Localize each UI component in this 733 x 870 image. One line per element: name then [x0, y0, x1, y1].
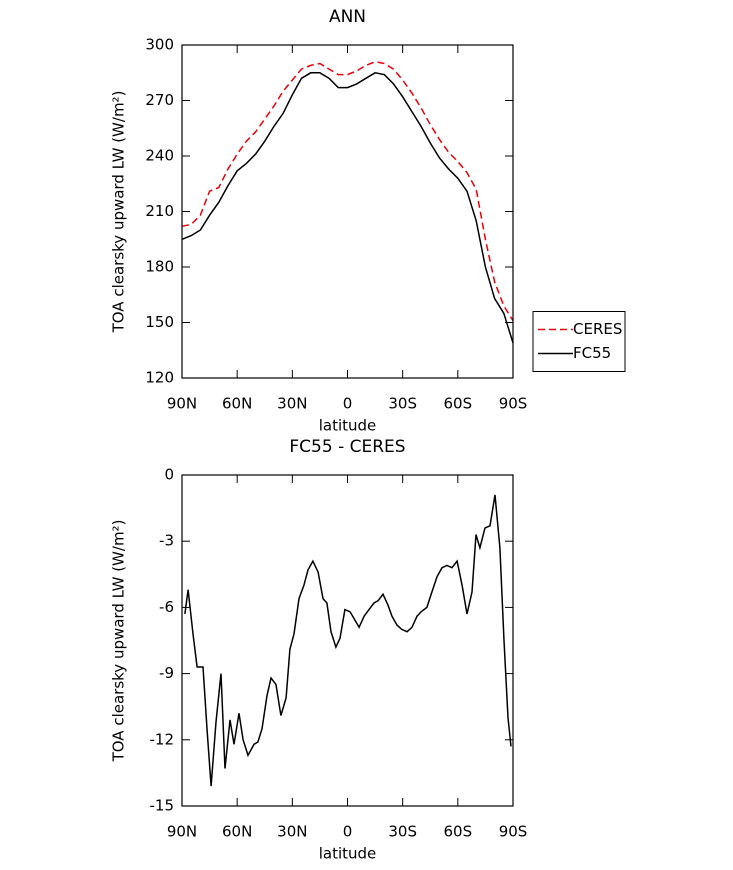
- y-tick-label: 150: [145, 313, 174, 331]
- y-tick-label: -15: [150, 797, 175, 815]
- series-line: [181, 72, 514, 344]
- y-tick-label: 270: [145, 91, 174, 109]
- y-tick-label: 210: [145, 202, 174, 220]
- x-tick-label: 30N: [277, 823, 307, 841]
- y-tick-label: -3: [159, 532, 174, 550]
- x-tick-label: 60S: [444, 823, 473, 841]
- y-tick-label: 180: [145, 258, 174, 276]
- y-tick-label: 120: [145, 369, 174, 387]
- x-tick-label: 90S: [499, 395, 528, 413]
- y-tick-label: -9: [159, 664, 174, 682]
- x-tick-label: 30N: [277, 395, 307, 413]
- series-line: [181, 60, 514, 321]
- x-tick-label: 0: [343, 823, 353, 841]
- x-axis-label: latitude: [319, 845, 377, 863]
- x-tick-label: 0: [343, 395, 353, 413]
- x-tick-label: 90N: [167, 823, 197, 841]
- chart-title: FC55 - CERES: [289, 437, 405, 457]
- y-tick-label: -6: [159, 598, 174, 616]
- x-tick-label: 60S: [444, 395, 473, 413]
- x-tick-label: 60N: [222, 395, 252, 413]
- y-axis-label: TOA clearsky upward LW (W/m²): [110, 520, 128, 763]
- series-line: [184, 494, 512, 787]
- y-tick-label: 240: [145, 147, 174, 165]
- x-tick-label: 30S: [388, 823, 417, 841]
- plot-frame: [181, 474, 514, 807]
- y-axis-label: TOA clearsky upward LW (W/m²): [110, 91, 128, 334]
- x-axis-label: latitude: [319, 417, 377, 435]
- y-tick-label: -12: [150, 730, 175, 748]
- legend-label: CERES: [573, 320, 622, 338]
- y-tick-label: 0: [164, 466, 174, 484]
- legend-box: [532, 311, 626, 372]
- x-tick-label: 60N: [222, 823, 252, 841]
- chart-title: ANN: [329, 7, 366, 27]
- x-tick-label: 30S: [388, 395, 417, 413]
- x-tick-label: 90N: [167, 395, 197, 413]
- legend-label: FC55: [573, 344, 611, 362]
- plot-frame: [181, 44, 514, 379]
- y-tick-label: 300: [145, 36, 174, 54]
- x-tick-label: 90S: [499, 823, 528, 841]
